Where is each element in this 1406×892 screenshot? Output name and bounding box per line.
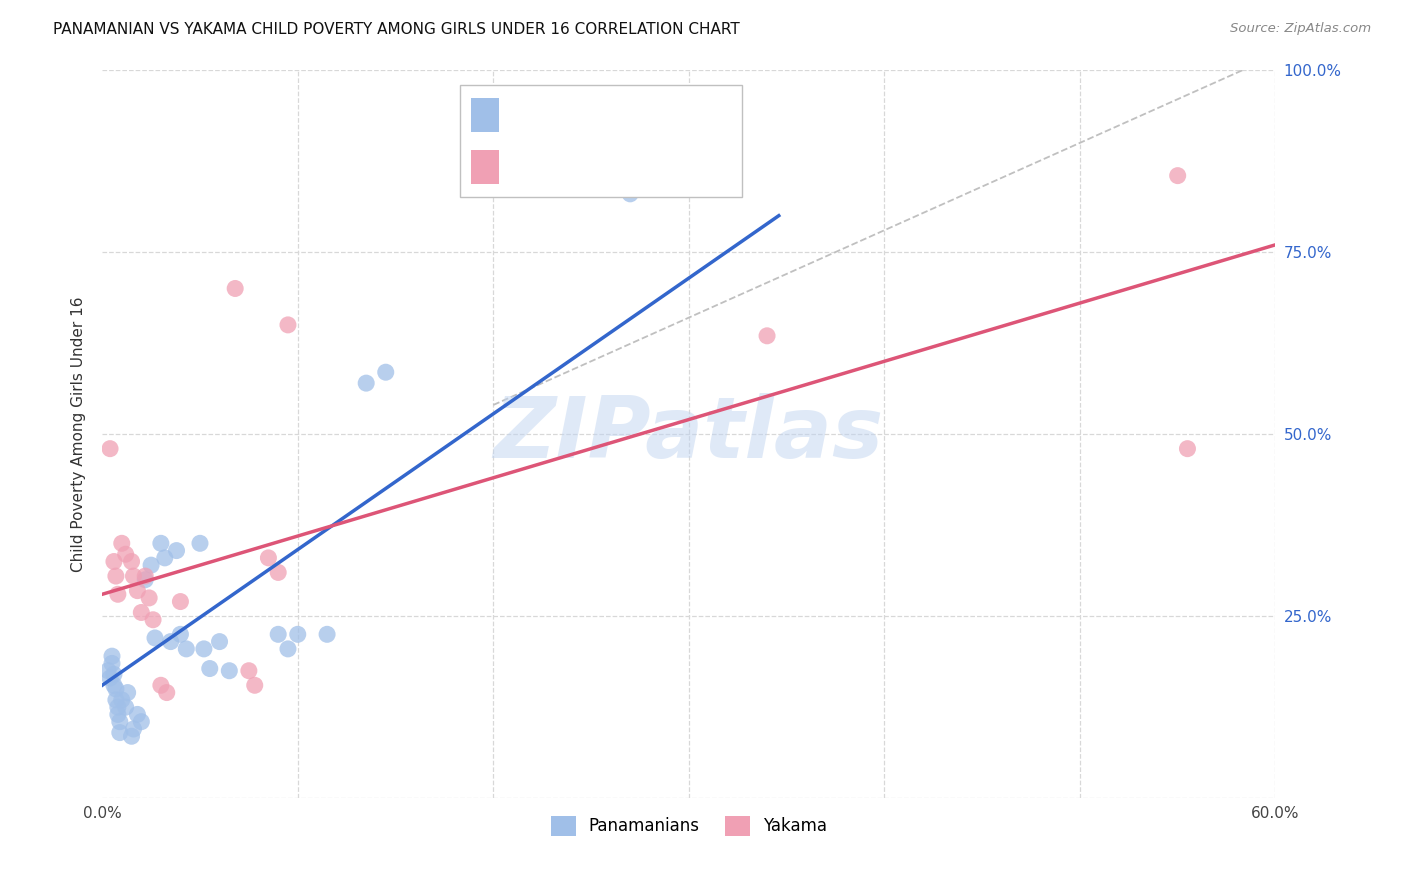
Point — [198, 661, 221, 675]
Point — [98, 671, 121, 685]
Point — [107, 587, 129, 601]
Point — [114, 547, 136, 561]
Point — [104, 693, 127, 707]
Text: Source: ZipAtlas.com: Source: ZipAtlas.com — [1230, 22, 1371, 36]
Point — [354, 376, 377, 391]
Point — [169, 627, 191, 641]
Point — [131, 714, 153, 729]
Point — [97, 664, 120, 678]
Point — [104, 681, 127, 696]
Point — [169, 594, 191, 608]
Point — [277, 641, 299, 656]
Point — [139, 558, 162, 573]
Point — [1167, 169, 1189, 183]
Point — [98, 442, 121, 456]
Point — [107, 700, 129, 714]
Point — [108, 714, 131, 729]
Point — [107, 707, 129, 722]
Point — [134, 573, 156, 587]
Point — [108, 725, 131, 739]
Point — [257, 550, 280, 565]
Point — [104, 569, 127, 583]
Point — [142, 613, 165, 627]
Point — [316, 627, 339, 641]
Point — [131, 606, 153, 620]
Point — [188, 536, 211, 550]
Point — [619, 186, 641, 201]
Point — [127, 707, 149, 722]
Point — [143, 631, 166, 645]
Point — [114, 700, 136, 714]
Point — [287, 627, 309, 641]
Point — [756, 328, 779, 343]
Point — [208, 634, 231, 648]
Y-axis label: Child Poverty Among Girls Under 16: Child Poverty Among Girls Under 16 — [72, 296, 86, 572]
Point — [224, 281, 246, 295]
Point — [153, 550, 176, 565]
Point — [1177, 442, 1199, 456]
Point — [238, 664, 260, 678]
Point — [103, 678, 125, 692]
Point — [121, 729, 143, 743]
Point — [159, 634, 181, 648]
Point — [101, 649, 124, 664]
Legend: Panamanians, Yakama: Panamanians, Yakama — [543, 807, 835, 845]
Point — [127, 583, 149, 598]
Point — [267, 566, 290, 580]
Point — [156, 685, 179, 699]
Point — [117, 685, 139, 699]
Point — [193, 641, 215, 656]
Point — [121, 555, 143, 569]
Point — [111, 536, 134, 550]
Point — [122, 722, 145, 736]
Point — [218, 664, 240, 678]
Point — [267, 627, 290, 641]
Point — [103, 667, 125, 681]
Text: ZIPatlas: ZIPatlas — [494, 392, 884, 475]
Point — [138, 591, 160, 605]
Point — [111, 693, 134, 707]
Point — [149, 678, 172, 692]
Point — [174, 641, 197, 656]
Point — [374, 365, 396, 379]
Text: PANAMANIAN VS YAKAMA CHILD POVERTY AMONG GIRLS UNDER 16 CORRELATION CHART: PANAMANIAN VS YAKAMA CHILD POVERTY AMONG… — [53, 22, 740, 37]
Point — [101, 657, 124, 671]
Point — [122, 569, 145, 583]
Point — [134, 569, 156, 583]
Point — [149, 536, 172, 550]
Point — [166, 543, 188, 558]
Point — [277, 318, 299, 332]
Point — [243, 678, 266, 692]
Point — [103, 555, 125, 569]
